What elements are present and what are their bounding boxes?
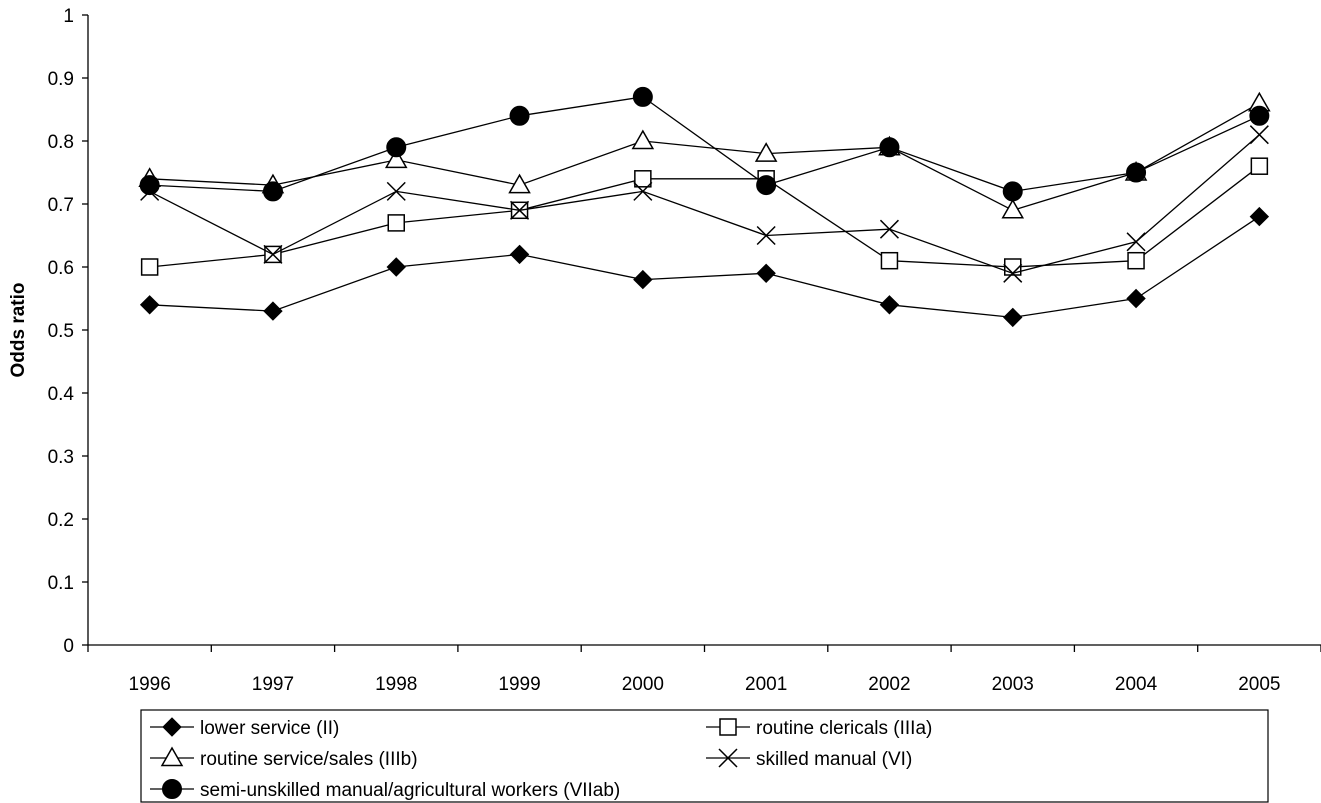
x-tick-label: 2000	[622, 674, 664, 695]
x-tick-label: 2002	[868, 674, 910, 695]
legend-item: lower service (II)	[150, 717, 339, 739]
series-point	[263, 244, 283, 264]
x-tick-label: 2001	[745, 674, 787, 695]
series-point	[1002, 181, 1023, 202]
series-point	[879, 295, 900, 315]
legend-item: skilled manual (VI)	[706, 748, 912, 770]
y-tick-label: 0.1	[48, 573, 74, 594]
series-point	[1004, 258, 1022, 276]
series-point	[509, 105, 530, 126]
x-tick-label: 1997	[252, 674, 294, 695]
series-point	[1249, 105, 1270, 126]
series-line	[149, 96, 1260, 193]
y-tick-label: 0.6	[48, 258, 74, 279]
series-point	[1126, 232, 1146, 252]
legend-point	[719, 718, 737, 736]
series-point	[1127, 251, 1145, 270]
y-tick-label: 1	[63, 6, 74, 27]
series-point	[262, 181, 283, 202]
series-point	[756, 175, 777, 196]
y-tick-label: 0.2	[48, 510, 74, 531]
y-tick-label: 0.3	[48, 447, 74, 468]
series-4	[140, 125, 1269, 283]
legend: lower service (II) routine clericals (III…	[140, 709, 1269, 803]
series-point	[386, 137, 407, 158]
y-tick-label: 0.4	[48, 384, 75, 405]
series-line	[149, 102, 1260, 211]
series-line	[149, 216, 1260, 319]
x-tick-label: 1996	[129, 674, 171, 695]
x-tick-label: 1998	[375, 674, 417, 695]
series-point	[634, 170, 652, 188]
legend-box	[140, 709, 1269, 803]
series-point	[633, 181, 653, 201]
series-point	[1249, 125, 1269, 145]
series-point	[633, 269, 653, 290]
legend-point	[162, 717, 182, 737]
series-point	[1126, 288, 1146, 309]
x-tick-label: 2004	[1115, 674, 1158, 695]
legend-label: lower service (II)	[200, 718, 339, 739]
series-point	[387, 214, 405, 232]
series-point	[139, 295, 160, 315]
series-point	[509, 244, 530, 265]
series-1	[139, 206, 1270, 328]
y-tick-label: 0.7	[48, 195, 74, 216]
series-line	[149, 165, 1260, 268]
legend-label: routine clericals (IIIa)	[756, 718, 932, 739]
series-point	[139, 175, 160, 196]
series-point	[756, 225, 776, 246]
series-point	[1003, 263, 1023, 283]
legend-label: semi-unskilled manual/agricultural worke…	[200, 780, 620, 801]
series-3	[138, 91, 1271, 219]
series-point	[1003, 307, 1023, 328]
series-point	[384, 148, 408, 169]
series-point	[754, 142, 778, 162]
legend-point	[160, 746, 184, 767]
y-tick-label: 0.9	[48, 69, 74, 90]
series-point	[1249, 206, 1270, 227]
legend-point	[718, 748, 738, 768]
legend-label: routine service/sales (IIIb)	[200, 749, 418, 770]
series-point	[1250, 157, 1269, 175]
x-tick-label: 2005	[1238, 674, 1280, 695]
y-axis-label: Odds ratio	[8, 282, 29, 377]
series-point	[879, 219, 899, 239]
series-point	[263, 301, 283, 321]
x-tick-label: 1999	[498, 674, 540, 695]
series-line	[149, 134, 1260, 274]
series-point	[386, 257, 406, 277]
series-point	[1001, 198, 1025, 219]
y-tick-label: 0.5	[48, 321, 74, 342]
legend-label: skilled manual (VI)	[756, 749, 912, 770]
legend-item: semi-unskilled manual/agricultural worke…	[150, 779, 620, 801]
series-point	[631, 129, 655, 150]
series-point	[756, 263, 776, 284]
series-point	[510, 200, 530, 220]
series-point	[508, 173, 531, 194]
series-5	[139, 86, 1270, 202]
legend-point	[162, 779, 182, 799]
x-tick-label: 2003	[992, 674, 1034, 695]
y-tick-label: 0.8	[48, 132, 74, 153]
series-point	[1126, 162, 1147, 183]
series-point	[386, 181, 406, 201]
series-point	[140, 258, 159, 276]
series-point	[879, 137, 900, 158]
legend-item: routine service/sales (IIIb)	[150, 746, 418, 770]
series-2	[140, 157, 1269, 276]
legend-item: routine clericals (IIIa)	[706, 718, 932, 739]
series-point	[632, 86, 653, 107]
series-point	[880, 251, 899, 270]
y-tick-label: 0	[63, 636, 74, 657]
